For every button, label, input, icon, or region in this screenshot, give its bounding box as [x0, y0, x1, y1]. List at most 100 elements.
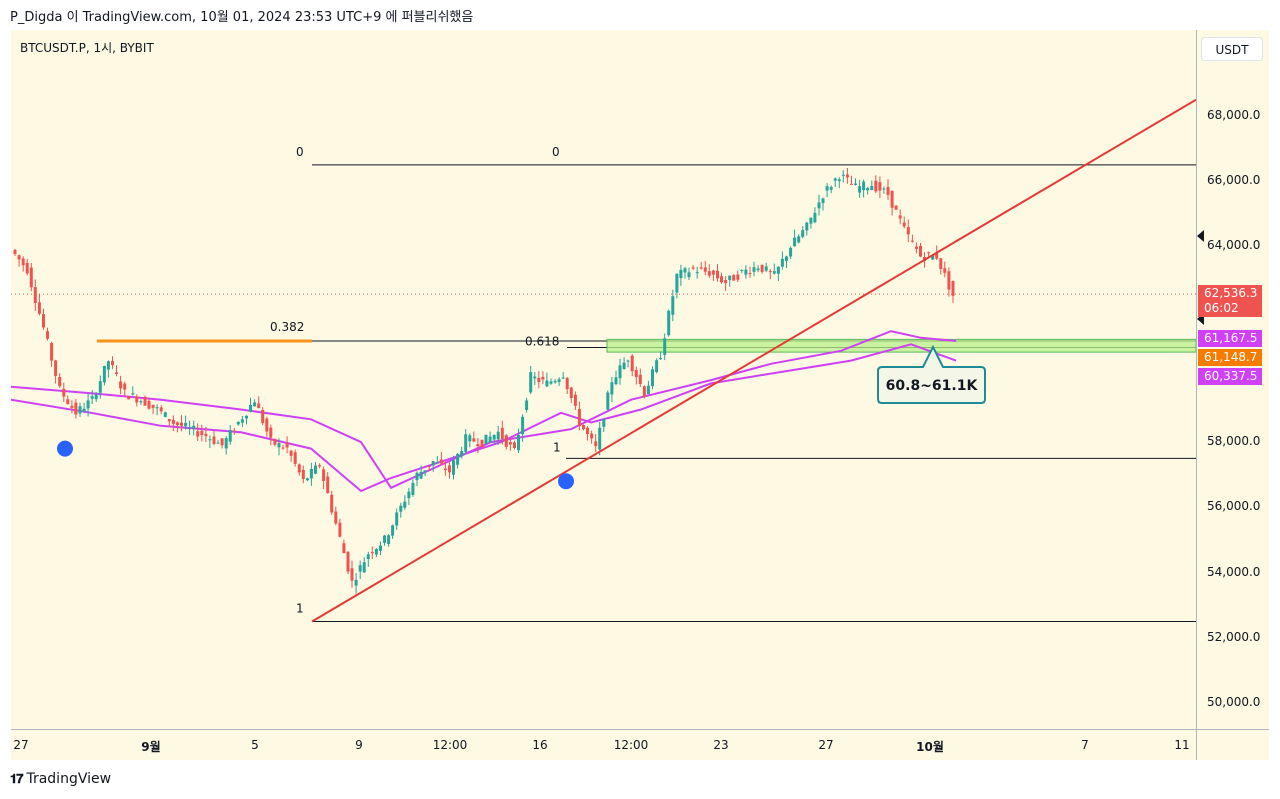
fib-label-0: 0: [552, 145, 560, 159]
candle-body: [854, 183, 857, 185]
candle-body: [805, 222, 809, 231]
candle-body: [293, 452, 297, 464]
candle-body: [943, 268, 947, 273]
fib-label-1: 1: [296, 601, 304, 615]
candle-body: [472, 438, 476, 442]
candle-body: [850, 183, 853, 185]
candle-body: [793, 237, 797, 247]
candle-body: [443, 468, 447, 471]
candle-body: [561, 377, 565, 379]
candle-body: [350, 568, 354, 581]
candle-body: [423, 470, 427, 473]
candle-body: [216, 442, 220, 444]
candle-body: [691, 267, 695, 269]
candle-body: [630, 355, 634, 372]
candle-body: [825, 186, 829, 191]
candle-body: [886, 187, 890, 195]
candle-body: [874, 180, 878, 192]
candle-body: [452, 460, 455, 475]
candle-body: [159, 407, 163, 412]
candle-body: [707, 271, 711, 276]
candle-body: [403, 501, 407, 508]
candle-body: [42, 314, 45, 328]
candle-body: [663, 338, 667, 355]
candle-body: [135, 396, 139, 403]
candle-body: [772, 271, 776, 274]
candle-body: [910, 240, 914, 242]
candle-body: [62, 388, 66, 397]
candle-body: [370, 552, 374, 554]
tradingview-logo[interactable]: 𝟏𝟕 TradingView: [10, 771, 111, 787]
candle-body: [667, 310, 671, 336]
candle-body: [768, 271, 772, 273]
candle-body: [476, 444, 480, 447]
candle-body: [939, 258, 943, 269]
candle-body: [764, 266, 768, 271]
candle-body: [695, 272, 699, 274]
candle-body: [699, 267, 703, 269]
zone-callout: [877, 344, 986, 404]
candle-body: [671, 296, 675, 315]
zone-callout-label: 60.8~61.1K: [886, 378, 979, 394]
fib-label-0618: 0.618: [525, 335, 559, 349]
chart-svg[interactable]: 0 0 0.382 0.618 1 1 60.8~61.1K: [11, 30, 1196, 729]
candle-body: [419, 471, 423, 479]
price-tick-label: 64,000.0: [1207, 238, 1261, 253]
price-tick-label: 58,000.0: [1207, 434, 1261, 449]
candle-body: [675, 273, 679, 293]
candle-body: [184, 422, 188, 427]
candle-body: [13, 249, 17, 254]
time-tick-label: 16: [532, 738, 548, 752]
candle-body: [504, 435, 508, 447]
candle-body: [249, 404, 252, 412]
candle-body: [431, 461, 435, 466]
candle-body: [927, 252, 931, 254]
candle-body: [220, 438, 224, 446]
price-tick-label: 68,000.0: [1207, 108, 1261, 122]
candle-body: [521, 416, 525, 435]
candle-body: [468, 435, 472, 442]
candle-body: [285, 442, 289, 448]
candle-body: [480, 439, 484, 447]
candle-body: [833, 178, 837, 181]
candle-body: [862, 181, 866, 190]
candle-body: [115, 372, 118, 374]
candle-body: [610, 382, 614, 395]
candle-body: [756, 268, 760, 271]
candle-body: [180, 422, 183, 426]
candle-body: [314, 465, 317, 474]
candle-body: [318, 465, 322, 467]
candle-body: [342, 543, 346, 554]
candle-body: [882, 188, 886, 190]
candle-body: [305, 478, 309, 481]
time-axis[interactable]: [11, 729, 1196, 760]
symbol-label[interactable]: BTCUSDT.P, 1시, BYBIT: [20, 41, 154, 55]
currency-button[interactable]: USDT: [1201, 37, 1263, 61]
candle-body: [618, 365, 622, 379]
candle-body: [557, 379, 561, 382]
candle-body: [407, 491, 411, 499]
candle-body: [947, 271, 951, 290]
axis-corner: [1196, 729, 1269, 760]
tradingview-brand-text: TradingView: [26, 771, 112, 787]
candle-body: [228, 430, 232, 442]
candle-body: [387, 535, 391, 545]
price-tick-label: 50,000.0: [1207, 695, 1261, 709]
candle-body: [297, 464, 301, 473]
chart-canvas[interactable]: 0 0 0.382 0.618 1 1 60.8~61.1K: [11, 30, 1196, 729]
time-tick-label: 9월: [141, 740, 161, 754]
time-tick-label: 5: [251, 738, 259, 752]
candle-body: [143, 396, 147, 406]
candle-body: [513, 442, 516, 448]
candle-body: [411, 482, 415, 495]
candle-body: [326, 476, 330, 494]
candle-body: [269, 427, 273, 438]
candle-body: [346, 551, 350, 572]
candle-body: [212, 436, 216, 444]
candle-body: [309, 469, 313, 479]
candle-body: [415, 472, 419, 481]
candle-body: [127, 396, 131, 400]
candle-body: [245, 415, 248, 419]
candle-body: [82, 408, 86, 412]
candle-body: [427, 466, 431, 467]
